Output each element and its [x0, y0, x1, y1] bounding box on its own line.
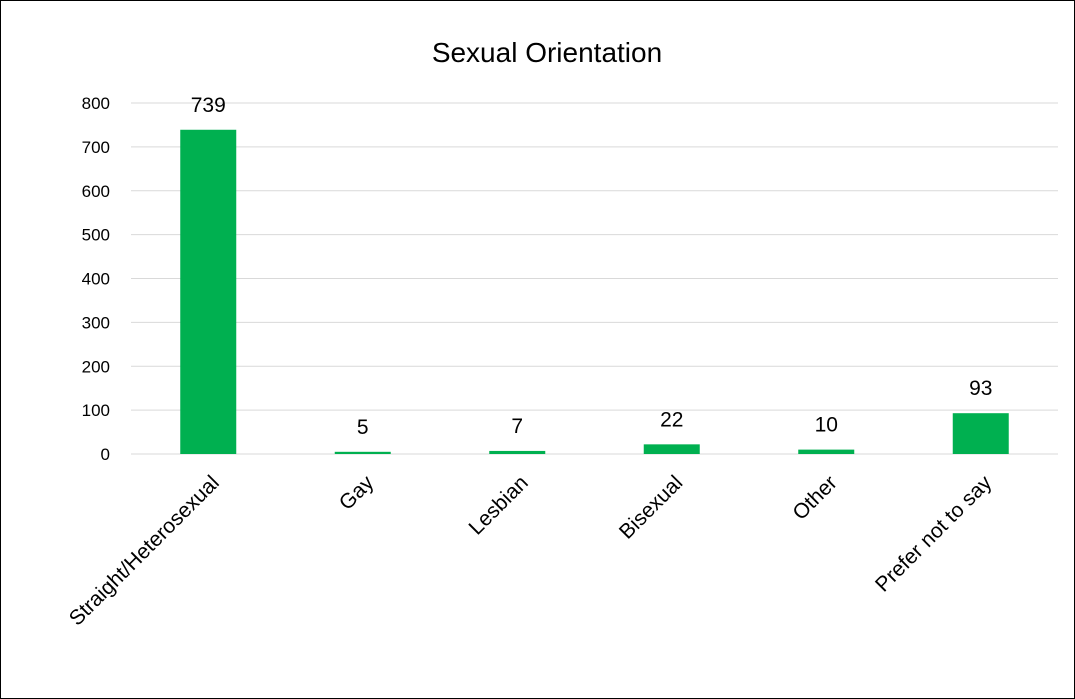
chart-title: Sexual Orientation	[432, 37, 662, 68]
y-tick-label: 200	[82, 357, 110, 376]
y-tick-label: 100	[82, 401, 110, 420]
data-label: 5	[357, 416, 369, 439]
data-label: 22	[660, 408, 683, 431]
data-label: 10	[815, 414, 838, 437]
y-tick-label: 500	[82, 226, 110, 245]
y-tick-label: 0	[101, 445, 110, 464]
data-label: 7	[511, 415, 523, 438]
bar	[180, 129, 237, 455]
y-axis-tick-labels: 0 100 200 300 400 500 600 700 800	[82, 94, 110, 464]
bars	[180, 129, 1009, 455]
y-tick-label: 300	[82, 313, 110, 332]
bar	[952, 413, 1009, 454]
gridlines	[131, 102, 1058, 455]
y-tick-label: 400	[82, 270, 110, 289]
category-label: Prefer not to say	[871, 471, 997, 597]
y-tick-label: 600	[82, 182, 110, 201]
bar	[489, 450, 546, 454]
x-axis-category-labels: Straight/Heterosexual Gay Lesbian Bisexual O…	[65, 471, 997, 630]
category-label: Other	[788, 471, 841, 524]
y-tick-label: 800	[82, 94, 110, 113]
y-tick-label: 700	[82, 138, 110, 157]
bar	[798, 449, 855, 454]
category-label: Gay	[335, 471, 379, 515]
category-label: Lesbian	[465, 471, 533, 539]
bar	[643, 444, 700, 454]
data-label: 93	[969, 377, 992, 400]
data-labels: 739 5 7 22 10 93	[191, 94, 993, 439]
data-label: 739	[191, 94, 226, 117]
bar	[334, 451, 391, 454]
category-label: Straight/Heterosexual	[65, 471, 224, 630]
category-label: Bisexual	[615, 471, 687, 543]
